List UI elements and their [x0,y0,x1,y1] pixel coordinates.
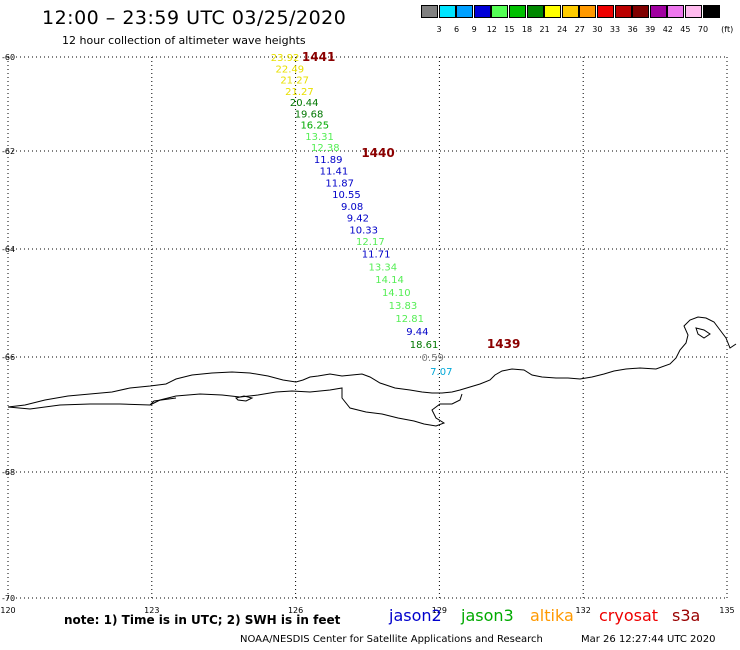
coastline [7,316,737,427]
legend-label: 42 [662,25,673,34]
satellite-jason2: jason2 [389,606,442,625]
lat-tick-label: -62 [2,147,15,156]
lat-lon-grid [7,56,728,599]
units-note: note: 1) Time is in UTC; 2) SWH is in fe… [64,613,341,627]
legend-label: 70 [697,25,709,34]
legend-label: 45 [680,25,691,34]
wave-height-value: 16.25 [300,121,329,132]
wave-height-value: 7.07 [430,367,452,378]
lon-tick-label: 129 [432,606,447,615]
wave-height-value: 20.44 [290,98,319,109]
wave-height-value: 0.59 [422,353,444,364]
legend-swatch [421,5,438,18]
lat-tick-label: -70 [2,594,15,603]
wave-height-value: 10.33 [349,225,378,236]
lon-tick-label: 135 [719,606,734,615]
lat-tick-label: -68 [2,468,15,477]
legend-swatch [649,5,667,18]
legend-swatch [685,5,702,18]
legend-swatch [509,5,526,18]
wave-height-value: 11.41 [320,167,349,178]
wave-height-value: 14.10 [382,288,411,299]
coastline-island [235,395,254,402]
wave-height-value: 13.83 [389,301,418,312]
legend-swatch [579,5,597,18]
lon-tick-label: 123 [144,606,159,615]
legend-swatch [526,5,544,18]
credit-line: NOAA/NESDIS Center for Satellite Applica… [240,634,543,645]
lon-tick-label: 132 [576,606,591,615]
axis-tick-labels: -60 -62 -64 -66 -68 -70 120 123 126 129 132 135 [0,53,734,615]
pass-number: 1439 [487,337,520,351]
pass-number-labels: 1441 1440 1439 [302,50,520,351]
wave-height-value: 13.31 [305,132,334,143]
legend-swatch [702,5,720,18]
wave-height-points: 23.9222.4921.2721.2720.4419.6816.2513.31… [271,53,453,378]
legend-label: 15 [504,25,515,34]
wave-height-value: 18.61 [410,340,439,351]
legend-label: 36 [627,25,638,34]
legend-label: 18 [521,25,533,34]
wave-height-value: 12.17 [356,237,385,248]
legend-label: 9 [471,25,477,34]
pass-number: 1441 [302,50,335,64]
wave-height-value: 12.81 [395,314,424,325]
pass-number: 1440 [361,146,394,160]
wave-height-value: 9.42 [347,214,369,225]
legend-label: 27 [574,25,585,34]
legend-label: 21 [539,25,550,34]
satellite-altika: altika [530,606,574,625]
wave-height-value: 23.92 [271,53,300,64]
legend-label: 12 [486,25,497,34]
wave-height-value: 9.44 [406,327,428,338]
map-subtitle: 12 hour collection of altimeter wave hei… [62,34,306,47]
legend-swatch [667,5,685,18]
coastline-bay [149,387,463,427]
legend-label: 24 [557,25,568,34]
wave-height-value: 19.68 [295,109,324,120]
wave-height-value: 21.27 [280,76,309,87]
wave-height-value: 9.08 [341,202,363,213]
timestamp: Mar 26 12:27:44 UTC 2020 [581,634,716,645]
lat-tick-label: -66 [2,353,15,362]
legend-label: 6 [454,25,460,34]
wave-height-value: 12.38 [311,143,340,154]
legend-swatch [456,5,474,18]
map-title: 12:00 – 23:59 UTC 03/25/2020 [42,7,347,29]
legend-swatch [491,5,509,18]
legend-swatch [438,5,456,18]
coastline-shelf [7,397,177,410]
legend-swatch [614,5,632,18]
lon-tick-label: 120 [0,606,15,615]
satellite-cryosat: cryosat [599,606,659,625]
coastline-inlet [695,327,711,339]
legend-swatch [597,5,614,18]
wave-height-value: 13.34 [369,262,398,273]
wave-height-value: 14.14 [375,275,404,286]
satellite-jason3: jason3 [461,606,514,625]
wave-height-value: 11.87 [325,178,354,189]
legend-label: 30 [592,25,603,34]
wave-height-value: 21.27 [285,87,314,98]
lat-tick-label: -60 [2,53,15,62]
lon-tick-label: 126 [288,606,303,615]
lat-tick-label: -64 [2,245,15,254]
wave-height-value: 10.55 [332,190,361,201]
wave-height-value: 11.89 [314,155,343,166]
legend-swatch [561,5,579,18]
wave-height-value: 11.71 [362,249,391,260]
legend-swatch [632,5,650,18]
legend-swatch [473,5,491,18]
wave-height-value: 22.49 [276,64,305,75]
legend-swatch [544,5,562,18]
coastline-path [7,316,737,408]
satellite-s3a: s3a [672,606,701,625]
legend-label: 33 [609,25,621,34]
legend-label: 39 [645,25,656,34]
legend-label: 3 [436,25,442,34]
legend-unit: (ft) [721,25,734,34]
